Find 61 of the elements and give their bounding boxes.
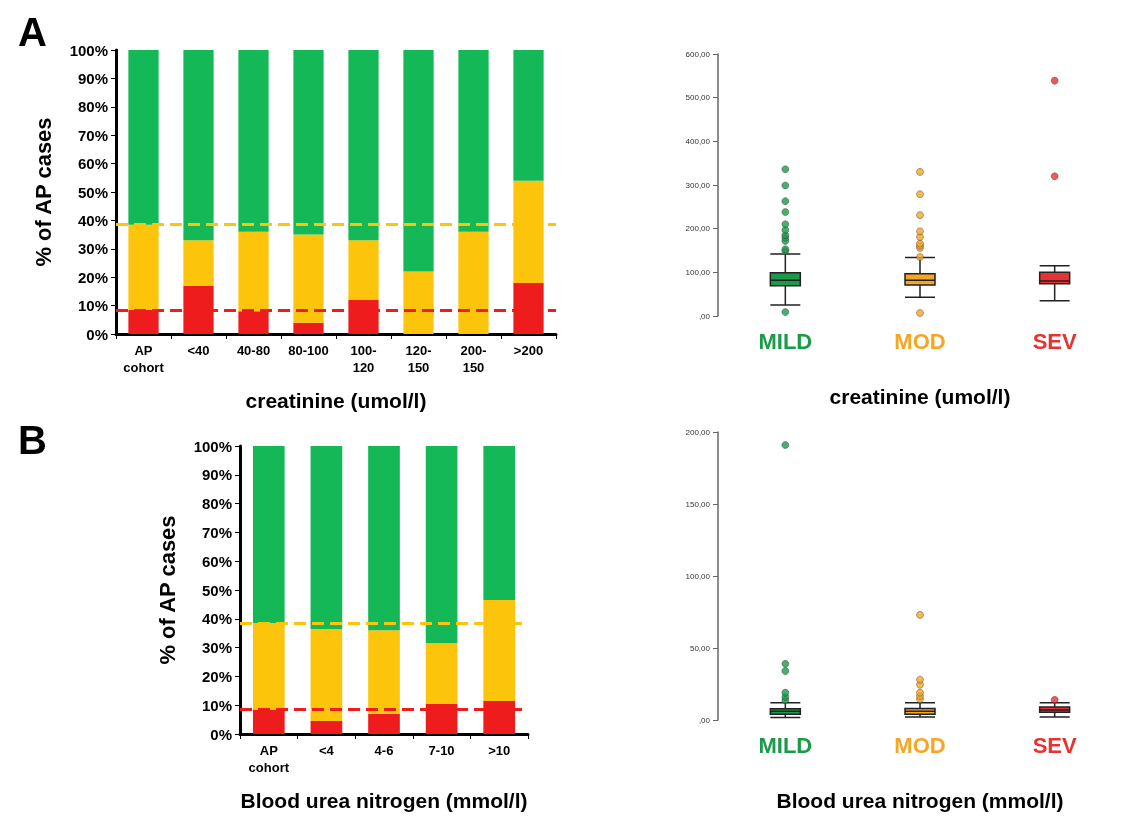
x-axis-title: creatinine (umol/l) bbox=[829, 385, 1011, 408]
text: A bbox=[18, 10, 47, 54]
x-tick-label: 40-80 bbox=[236, 343, 271, 358]
x-tick-label: SEV bbox=[1032, 328, 1077, 354]
x-axis-title: creatinine (umol/l) bbox=[245, 389, 427, 412]
x-tick-label: >200 bbox=[513, 343, 544, 358]
x-tick-label: AP cohort bbox=[248, 743, 290, 775]
y-tick-label: 20% bbox=[77, 268, 108, 286]
y-tick-label: 100% bbox=[69, 41, 108, 59]
y-tick-label: 50,00 bbox=[689, 643, 711, 653]
y-tick-label: 40% bbox=[201, 610, 232, 628]
y-tick-label: 100% bbox=[193, 437, 232, 455]
y-tick-label: 80% bbox=[201, 495, 232, 513]
x-tick-label: AP cohort bbox=[123, 343, 165, 375]
y-tick-label: 30% bbox=[201, 639, 232, 657]
y-tick-label: ,00 bbox=[698, 715, 711, 725]
y-tick-label: 40% bbox=[77, 211, 108, 229]
x-tick-label: 7-10 bbox=[428, 743, 455, 758]
x-tick-label: <40 bbox=[187, 343, 210, 358]
y-tick-label: 70% bbox=[201, 523, 232, 541]
y-tick-label: 50% bbox=[201, 581, 232, 599]
y-tick-label: 60% bbox=[201, 552, 232, 570]
x-tick-label: 120- 150 bbox=[405, 343, 432, 375]
y-axis-title: % of AP cases bbox=[154, 515, 180, 665]
x-tick-label: SEV bbox=[1032, 732, 1077, 758]
x-axis-title: Blood urea nitrogen (mmol/l) bbox=[776, 789, 1064, 812]
y-tick-label: 100,00 bbox=[685, 267, 711, 277]
y-axis-title: % of AP cases bbox=[30, 117, 56, 267]
y-tick-label: 20% bbox=[201, 667, 232, 685]
x-axis-title: Blood urea nitrogen (mmol/l) bbox=[240, 789, 528, 812]
y-tick-label: 60% bbox=[77, 155, 108, 173]
y-tick-label: 200,00 bbox=[685, 427, 711, 437]
text: B bbox=[18, 418, 47, 462]
x-tick-label: 4-6 bbox=[374, 743, 394, 758]
x-tick-label: 200- 150 bbox=[460, 343, 487, 375]
x-tick-label: 80-100 bbox=[288, 343, 329, 358]
y-tick-label: 90% bbox=[201, 466, 232, 484]
x-tick-label: MOD bbox=[894, 328, 946, 354]
x-tick-label: MILD bbox=[758, 328, 813, 354]
y-tick-label: 10% bbox=[77, 297, 108, 315]
y-tick-label: 100,00 bbox=[685, 571, 711, 581]
x-tick-label: 100- 120 bbox=[350, 343, 377, 375]
y-tick-label: 30% bbox=[77, 240, 108, 258]
y-tick-label: 200,00 bbox=[685, 224, 711, 234]
y-tick-label: ,00 bbox=[698, 311, 711, 321]
y-tick-label: 80% bbox=[77, 98, 108, 116]
y-tick-label: 10% bbox=[201, 696, 232, 714]
y-tick-label: 150,00 bbox=[685, 499, 711, 509]
y-tick-label: 0% bbox=[86, 325, 108, 343]
y-tick-label: 300,00 bbox=[685, 180, 711, 190]
y-tick-label: 0% bbox=[210, 725, 232, 743]
x-tick-label: >10 bbox=[488, 743, 511, 758]
x-tick-label: MILD bbox=[758, 732, 813, 758]
y-tick-label: 500,00 bbox=[685, 93, 711, 103]
x-tick-label: <4 bbox=[318, 743, 335, 758]
x-tick-label: MOD bbox=[894, 732, 946, 758]
y-tick-label: 600,00 bbox=[685, 49, 711, 59]
y-tick-label: 400,00 bbox=[685, 136, 711, 146]
y-tick-label: 90% bbox=[77, 69, 108, 87]
y-tick-label: 70% bbox=[77, 126, 108, 144]
y-tick-label: 50% bbox=[77, 183, 108, 201]
